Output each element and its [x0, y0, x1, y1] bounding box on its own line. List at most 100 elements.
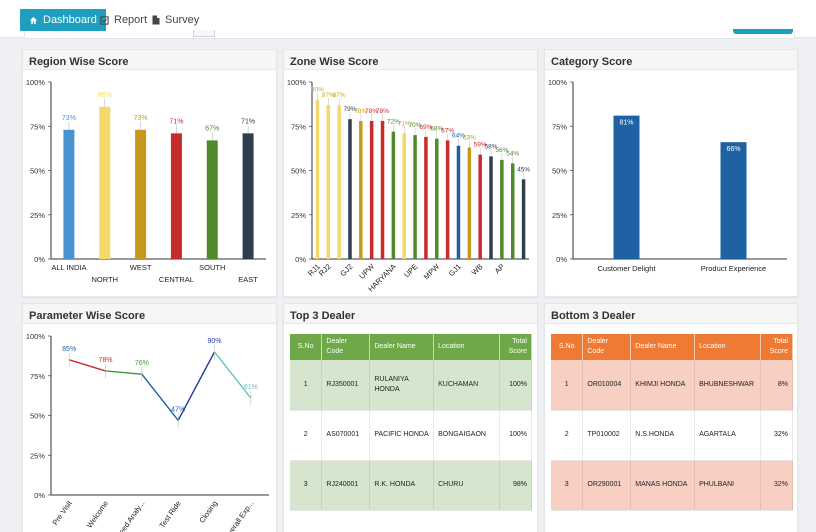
x-tick-label: AP	[493, 262, 506, 275]
x-tick-label: Closing	[197, 499, 219, 525]
col-dealer-code[interactable]: Dealer Code	[582, 334, 632, 360]
zone-bar	[467, 147, 472, 259]
y-tick-label: 75%	[291, 122, 306, 131]
y-tick-label: 25%	[552, 211, 567, 220]
zone-bar	[424, 136, 428, 259]
col-dealer-name[interactable]: Dealer Name	[630, 334, 696, 360]
table-header-row: S.No Dealer Code Dealer Name Location To…	[290, 334, 532, 360]
table-row[interactable]: 1 RJ350001 RULANIYA HONDA KUCHAMAN 100%	[290, 360, 532, 411]
region-score-chart: 0% 25% 50% 75% 100% 73% ALL INDIA 86% NORTH 73% WE…	[26, 78, 266, 284]
point-value-label: 78%	[98, 357, 112, 364]
cell-sno: 1	[551, 360, 584, 411]
cell-dealer-name: KHIMJI HONDA	[630, 360, 696, 411]
bar-value-label: 64%	[452, 133, 465, 140]
x-tick-label: WEST	[130, 263, 152, 272]
filter-submit-button[interactable]	[733, 29, 793, 34]
col-total-score[interactable]: Total Score	[499, 334, 532, 360]
zone-bar	[391, 131, 396, 259]
zone-bar	[500, 159, 504, 259]
bar-value-label: 67%	[205, 125, 219, 132]
bar-north	[99, 106, 111, 259]
bar-value-label: 78%	[376, 108, 389, 115]
cell-dealer-name: PACIFIC HONDA	[369, 410, 435, 461]
bar-value-label: 56%	[495, 147, 508, 154]
y-tick-label: 50%	[291, 167, 306, 176]
x-tick-label: ALL INDIA	[51, 263, 86, 272]
top-dealer-panel: Top 3 Dealer S.No Dealer Code Dealer Nam…	[283, 303, 538, 532]
checklist-icon	[100, 15, 109, 25]
category-score-panel: Category Score 0% 25% 50% 75% 100% 81% Custome…	[544, 49, 798, 297]
bottom-dealer-table: S.No Dealer Code Dealer Name Location To…	[551, 334, 793, 511]
table-row[interactable]: 3 RJ240001 R.K. HONDA CHURU 98%	[290, 460, 532, 511]
cell-dealer-name: N.S.HONDA	[630, 410, 696, 461]
cell-total-score: 32%	[760, 410, 793, 461]
bar-value-label: 71%	[169, 118, 183, 125]
table-row[interactable]: 2 TP010002 N.S.HONDA AGARTALA 32%	[551, 410, 793, 461]
bar-value-label: 78%	[365, 108, 378, 115]
line-segment	[105, 370, 142, 375]
bar-value-label: 71%	[241, 118, 255, 125]
bar-value-label: 72%	[387, 119, 400, 126]
table-row[interactable]: 1 OR010004 KHIMJI HONDA BHUBNESHWAR 8%	[551, 360, 793, 411]
zone-bar	[326, 105, 331, 259]
bar-south	[206, 140, 218, 259]
zone-bar	[359, 120, 363, 259]
y-tick-label: 25%	[30, 211, 45, 220]
bar-value-label: 66%	[726, 146, 740, 153]
x-tick-label: Overall Exp...	[222, 499, 255, 532]
table-row[interactable]: 2 AS070001 PACIFIC HONDA BONGAIGAON 100%	[290, 410, 532, 461]
zone-bar	[380, 120, 385, 259]
x-tick-label: MPW	[422, 261, 442, 281]
table-header-row: S.No Dealer Code Dealer Name Location To…	[551, 334, 793, 360]
point-value-label: 76%	[135, 360, 149, 367]
cell-location: CHURU	[433, 460, 501, 511]
filter-dropdown[interactable]	[193, 30, 215, 37]
bar-value-label: 59%	[474, 142, 487, 149]
tab-survey-label: Survey	[165, 14, 200, 26]
bar-west	[135, 129, 147, 259]
table-row[interactable]: 3 OR290001 MANAS HONDA PHULBANI 32%	[551, 460, 793, 511]
parameter-score-panel: Parameter Wise Score 0% 25% 50% 75% 100% 85% P…	[22, 303, 277, 532]
col-sno[interactable]: S.No	[551, 334, 584, 360]
x-tick-label: RJ2	[317, 262, 333, 278]
zone-bar	[489, 156, 493, 259]
col-location[interactable]: Location	[433, 334, 501, 360]
bar-value-label: 79%	[343, 106, 356, 113]
col-dealer-code[interactable]: Dealer Code	[321, 334, 371, 360]
y-tick-label: 100%	[26, 78, 46, 87]
x-tick-label: UPW	[357, 261, 376, 280]
x-tick-label: NORTH	[91, 275, 118, 284]
bar-all-india	[63, 129, 75, 259]
region-score-panel: Region Wise Score 0% 25% 50% 75% 100% 73% ALL …	[22, 49, 277, 297]
col-dealer-name[interactable]: Dealer Name	[369, 334, 435, 360]
tab-report[interactable]: Report	[100, 9, 147, 31]
bar-value-label: 69%	[419, 124, 432, 131]
tab-survey[interactable]: Survey	[152, 9, 199, 31]
col-sno[interactable]: S.No	[290, 334, 323, 360]
y-tick-label: 100%	[287, 78, 307, 87]
bar-value-label: 68%	[430, 126, 443, 133]
col-total-score[interactable]: Total Score	[760, 334, 793, 360]
zone-score-panel: Zone Wise Score 0% 25% 50% 75% 100% 90% RJ1 87%…	[283, 49, 538, 297]
cell-location: BHUBNESHWAR	[694, 360, 762, 411]
zone-bar	[445, 140, 450, 259]
x-tick-label: CENTRAL	[159, 275, 194, 284]
y-tick-label: 25%	[30, 451, 45, 460]
bar-central	[170, 133, 182, 259]
zone-bar	[348, 119, 352, 259]
home-icon	[29, 16, 38, 24]
tab-report-label: Report	[114, 14, 148, 26]
tab-dashboard[interactable]: Dashboard	[20, 9, 106, 31]
zone-bar	[478, 154, 482, 259]
cell-dealer-code: AS070001	[321, 410, 371, 461]
col-location[interactable]: Location	[694, 334, 762, 360]
x-tick-label: Welcome	[85, 499, 110, 530]
x-tick-label: Customer Delight	[598, 264, 657, 273]
x-tick-label: EAST	[238, 275, 258, 284]
zone-score-title: Zone Wise Score	[284, 50, 537, 70]
x-tick-label: Test Ride	[157, 499, 182, 530]
bar-value-label: 54%	[506, 150, 519, 157]
bar-value-label: 78%	[354, 108, 367, 115]
document-icon	[152, 15, 160, 25]
region-score-title: Region Wise Score	[23, 50, 276, 70]
